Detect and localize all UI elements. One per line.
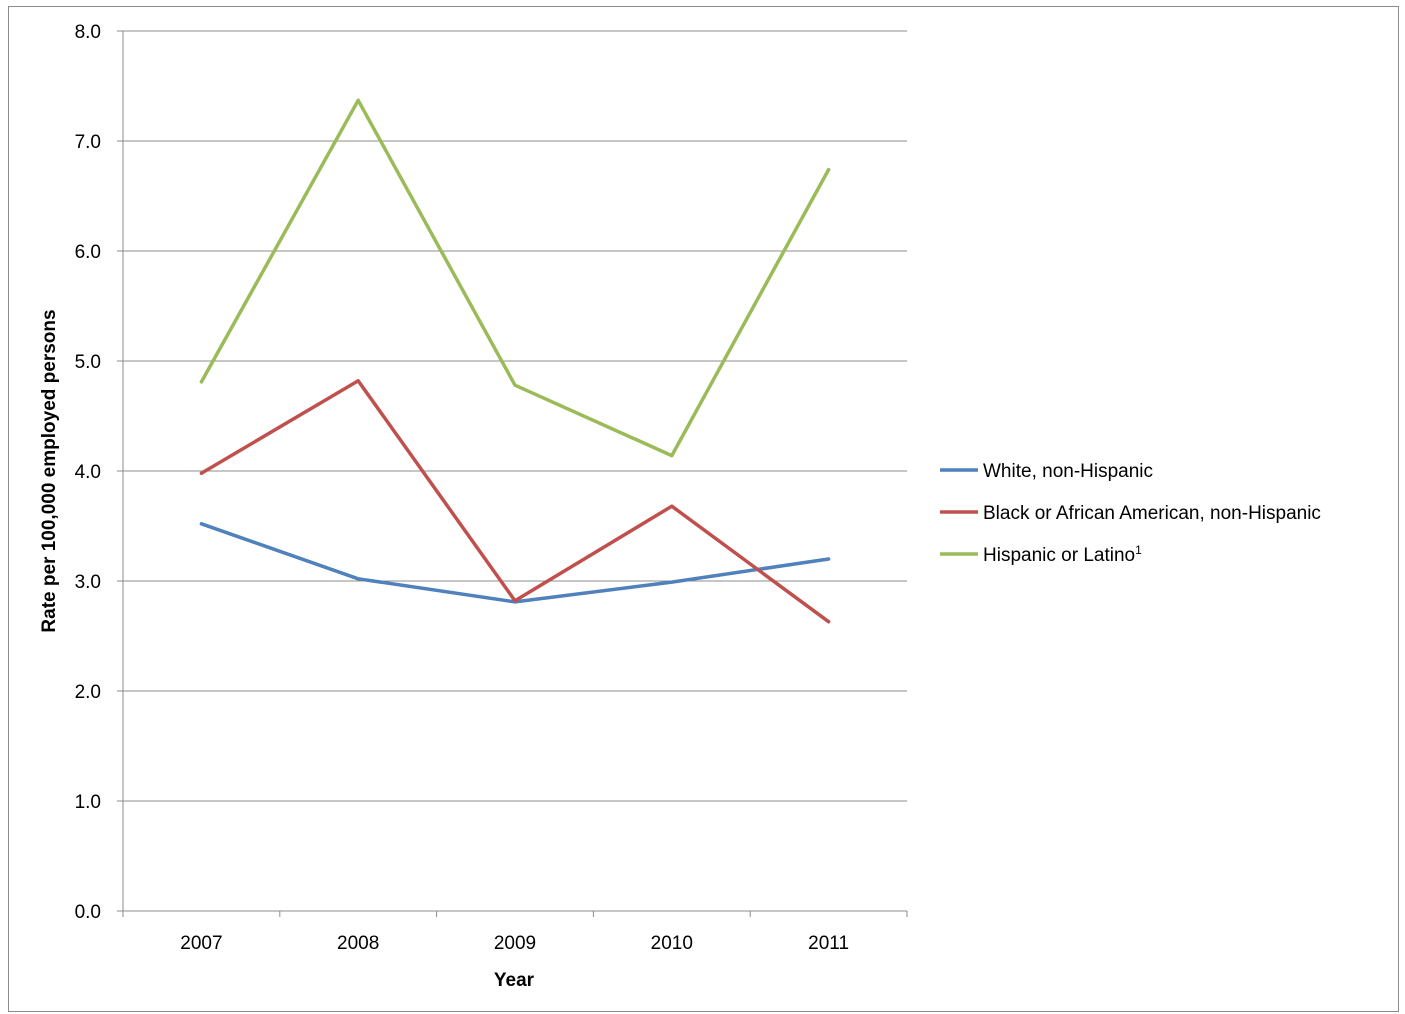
x-tick-label: 2011 xyxy=(808,933,849,954)
gridlines xyxy=(123,30,907,802)
y-axis-ticks: 0.0 1.0 2.0 3.0 4.0 5.0 6.0 7.0 8.0 xyxy=(75,22,123,923)
series-line-1 xyxy=(199,522,831,604)
y-tick-label: 4.0 xyxy=(75,462,101,483)
data-point xyxy=(356,379,360,383)
series-line-2 xyxy=(199,379,831,624)
series-lines xyxy=(199,98,831,624)
y-tick-label: 6.0 xyxy=(75,242,101,263)
x-axis-ticks: 2007 2008 2009 2010 2011 xyxy=(122,911,908,954)
data-point xyxy=(670,580,674,584)
y-tick-label: 0.0 xyxy=(75,902,101,923)
data-point xyxy=(827,620,831,624)
data-point xyxy=(513,599,517,603)
y-tick-label: 7.0 xyxy=(75,132,101,153)
legend: White, non-Hispanic Black or African Amer… xyxy=(940,461,1321,566)
data-point xyxy=(356,577,360,581)
legend-label: White, non-Hispanic xyxy=(983,461,1153,482)
legend-label: Black or African American, non-Hispanic xyxy=(983,503,1321,524)
data-point xyxy=(827,168,831,172)
data-point xyxy=(827,557,831,561)
data-point xyxy=(199,471,203,475)
y-tick-label: 2.0 xyxy=(75,682,101,703)
x-tick-label: 2007 xyxy=(180,933,222,954)
data-point xyxy=(513,383,517,387)
data-point xyxy=(356,98,360,102)
legend-label: Hispanic or Latino1 xyxy=(983,543,1142,566)
x-axis-title: Year xyxy=(494,970,535,991)
y-axis-title: Rate per 100,000 employed persons xyxy=(39,309,60,632)
legend-label-superscript: 1 xyxy=(1135,543,1142,557)
data-point xyxy=(199,522,203,526)
data-point xyxy=(670,504,674,508)
series-line-3 xyxy=(199,98,831,458)
chart-frame xyxy=(8,6,1399,1012)
y-tick-label: 1.0 xyxy=(75,792,101,813)
data-point xyxy=(199,380,203,384)
data-point xyxy=(670,454,674,458)
x-tick-label: 2008 xyxy=(337,933,379,954)
y-tick-label: 8.0 xyxy=(75,22,101,43)
y-tick-label: 3.0 xyxy=(75,572,101,593)
x-tick-label: 2009 xyxy=(494,933,536,954)
y-tick-label: 5.0 xyxy=(75,352,101,373)
x-tick-label: 2010 xyxy=(651,933,693,954)
